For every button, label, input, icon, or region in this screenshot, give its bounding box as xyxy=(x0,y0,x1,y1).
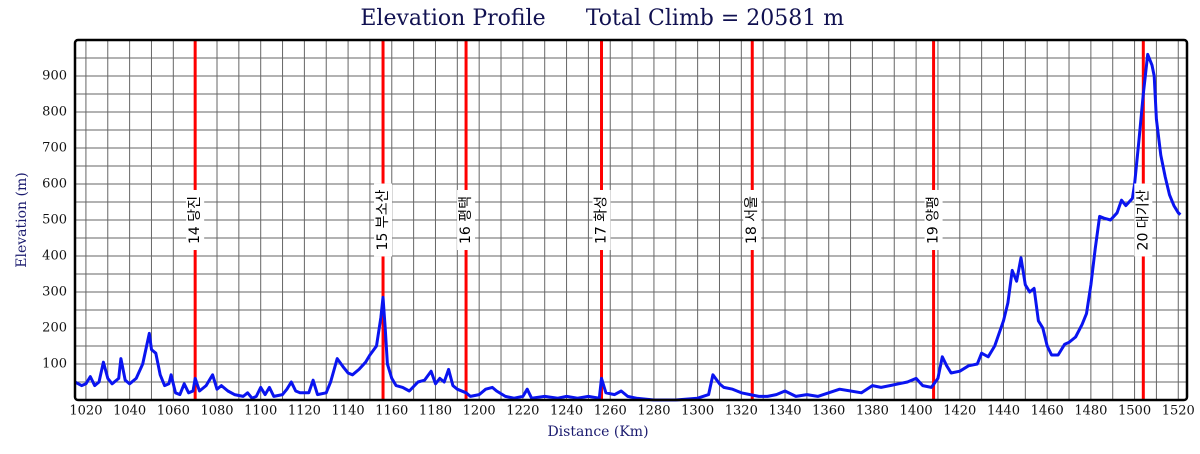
checkpoint-label-group: 19 양평 xyxy=(924,189,943,251)
x-tick-label: 1260 xyxy=(594,404,627,419)
x-tick-label: 1220 xyxy=(506,404,539,419)
checkpoint-label: 20 대기산 xyxy=(1135,189,1151,250)
checkpoint-label-bg xyxy=(186,189,205,251)
x-tick-label: 1040 xyxy=(113,404,146,419)
elevation-line xyxy=(74,52,1182,402)
x-tick-label: 1240 xyxy=(550,404,583,419)
checkpoint-label-bg xyxy=(743,189,762,251)
x-tick-label: 1500 xyxy=(1118,404,1151,419)
y-tick-label: 600 xyxy=(42,177,67,192)
checkpoint-label-group: 15 부소산 xyxy=(374,183,393,257)
x-tick-label: 1160 xyxy=(375,404,408,419)
checkpoint-label-group: 17 화성 xyxy=(592,189,611,251)
y-tick-label: 800 xyxy=(42,105,67,120)
checkpoint-label-group: 18 서울 xyxy=(743,189,762,251)
x-tick-label: 1460 xyxy=(1031,404,1064,419)
x-tick-label: 1080 xyxy=(200,404,233,419)
x-tick-label: 1480 xyxy=(1074,404,1107,419)
checkpoint-label-bg xyxy=(457,189,476,251)
x-tick-label: 1140 xyxy=(332,404,365,419)
checkpoint-label-group: 14 당진 xyxy=(186,189,205,251)
y-tick-label: 100 xyxy=(42,357,67,372)
chart-title: Elevation Profile xyxy=(360,6,545,31)
x-tick-label: 1180 xyxy=(419,404,452,419)
checkpoint-label-group: 20 대기산 xyxy=(1134,183,1153,257)
plot-frame xyxy=(73,38,1189,402)
x-axis-label: Distance (Km) xyxy=(547,424,648,440)
y-tick-label: 200 xyxy=(42,321,67,336)
x-tick-label: 1380 xyxy=(856,404,889,419)
checkpoint-label: 14 당진 xyxy=(187,196,203,244)
checkpoint-label: 15 부소산 xyxy=(375,189,391,250)
x-tick-label: 1420 xyxy=(943,404,976,419)
y-tick-label: 300 xyxy=(42,285,67,300)
x-tick-label: 1100 xyxy=(244,404,277,419)
y-axis-label: Elevation (m) xyxy=(14,172,30,267)
y-tick-label: 500 xyxy=(42,213,67,228)
checkpoint-label-bg xyxy=(1134,183,1153,257)
checkpoint-label-bg xyxy=(374,183,393,257)
x-tick-label: 1320 xyxy=(725,404,758,419)
x-tick-label: 1400 xyxy=(900,404,933,419)
checkpoint-label: 17 화성 xyxy=(594,196,610,244)
x-tick-label: 1120 xyxy=(288,404,321,419)
x-tick-label: 1520 xyxy=(1162,404,1195,419)
x-tick-label: 1340 xyxy=(768,404,801,419)
chart-subtitle: Total Climb = 20581 m xyxy=(586,6,844,31)
checkpoint-label: 18 서울 xyxy=(744,196,760,244)
x-tick-label: 1300 xyxy=(681,404,714,419)
x-tick-label: 1360 xyxy=(812,404,845,419)
checkpoint-label: 16 평택 xyxy=(458,196,474,244)
x-tick-label: 1280 xyxy=(637,404,670,419)
y-tick-label: 400 xyxy=(42,249,67,264)
checkpoint-label-group: 16 평택 xyxy=(457,189,476,251)
y-tick-label: 900 xyxy=(42,69,67,84)
x-tick-label: 1060 xyxy=(157,404,190,419)
checkpoint-label: 19 양평 xyxy=(926,196,942,244)
checkpoint-label-bg xyxy=(924,189,943,251)
x-tick-label: 1440 xyxy=(987,404,1020,419)
y-tick-label: 700 xyxy=(42,141,67,156)
x-tick-label: 1200 xyxy=(463,404,496,419)
x-tick-label: 1020 xyxy=(69,404,102,419)
checkpoint-label-bg xyxy=(592,189,611,251)
